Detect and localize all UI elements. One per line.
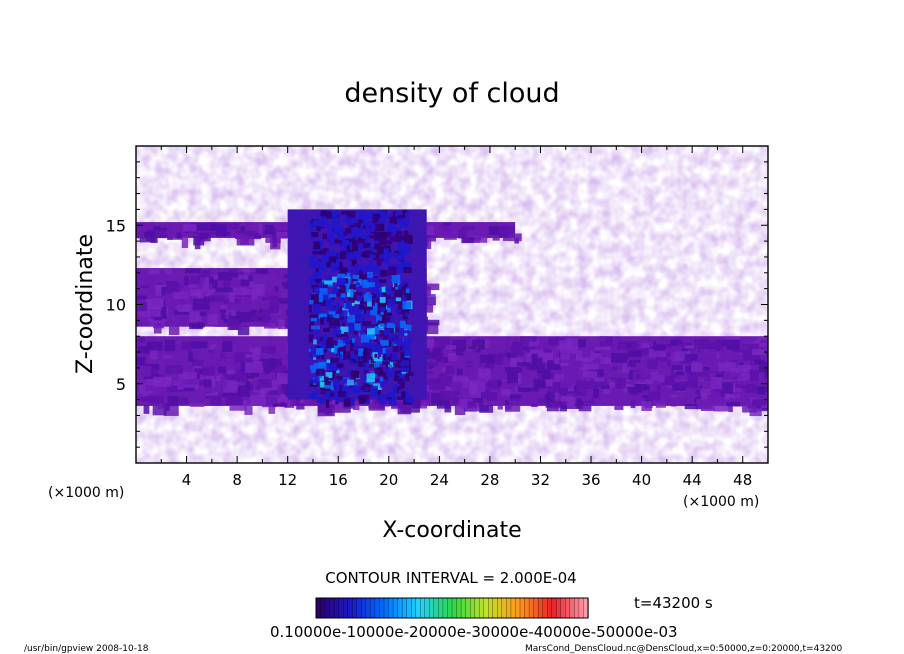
colorbar-swatch	[415, 597, 421, 619]
x-axis-label: X-coordinate	[382, 518, 521, 543]
colorbar-swatch	[320, 597, 326, 619]
plot-area	[136, 146, 768, 463]
colorbar-swatch	[442, 597, 449, 619]
colorbar-swatch	[401, 597, 408, 619]
chart-title: density of cloud	[344, 78, 559, 109]
x-tick-label: 48	[733, 471, 752, 489]
colorbar-swatch	[383, 597, 390, 619]
time-label: t=43200 s	[634, 594, 713, 612]
colorbar-swatch	[343, 597, 349, 619]
colorbar-swatch	[333, 597, 340, 619]
colorbar	[315, 597, 589, 619]
colorbar-swatch	[420, 597, 426, 619]
x-tick-label: 16	[329, 471, 348, 489]
x-unit-left: (×1000 m)	[48, 485, 124, 501]
colorbar-swatch	[497, 597, 503, 619]
contour-interval: CONTOUR INTERVAL = 2.000E-04	[325, 569, 576, 587]
colorbar-swatch	[560, 597, 566, 619]
colorbar-swatch	[460, 597, 467, 619]
colorbar-swatch	[574, 597, 580, 619]
colorbar-swatch	[528, 597, 535, 619]
colorbar-swatch	[479, 597, 485, 619]
colorbar-swatch	[556, 597, 562, 619]
x-tick-label: 4	[182, 471, 192, 489]
colorbar-swatch	[388, 597, 394, 619]
texture-overlay	[136, 146, 768, 463]
colorbar-swatch	[483, 597, 489, 619]
x-tick-label: 44	[683, 471, 702, 489]
x-tick-label: 40	[632, 471, 651, 489]
colorbar-swatch	[542, 597, 548, 619]
colorbar-swatch	[352, 597, 358, 619]
x-tick-label: 12	[278, 471, 297, 489]
colorbar-swatch	[370, 597, 376, 619]
colorbar-swatch	[356, 597, 362, 619]
y-tick-label: 15	[106, 216, 126, 235]
x-tick-label: 36	[581, 471, 600, 489]
colorbar-swatch	[315, 597, 322, 619]
x-tick-label: 8	[232, 471, 242, 489]
colorbar-swatch	[397, 597, 403, 619]
colorbar-swatch	[515, 597, 521, 619]
colorbar-swatch	[488, 597, 494, 619]
colorbar-swatch	[324, 597, 331, 619]
colorbar-swatch	[565, 597, 571, 619]
colorbar-swatch	[492, 597, 498, 619]
footer-right: MarsCond_DensCloud.nc@DensCloud,x=0:5000…	[525, 644, 842, 654]
colorbar-swatch	[338, 597, 344, 619]
colorbar-swatch	[374, 597, 381, 619]
colorbar-swatch	[456, 597, 462, 619]
colorbar-swatch	[411, 597, 417, 619]
colorbar-swatch	[524, 597, 530, 619]
colorbar-swatch	[406, 597, 412, 619]
x-unit-right: (×1000 m)	[683, 494, 759, 510]
colorbar-swatch	[465, 597, 471, 619]
colorbar-swatch	[506, 597, 512, 619]
x-tick-label: 32	[531, 471, 550, 489]
colorbar-swatch	[433, 597, 440, 619]
y-tick-label: 10	[106, 296, 126, 315]
colorbar-swatch	[578, 597, 585, 619]
colorbar-swatch	[429, 597, 435, 619]
colorbar-swatch	[329, 597, 335, 619]
colorbar-swatch	[551, 597, 557, 619]
colorbar-swatch	[361, 597, 367, 619]
colorbar-swatch	[519, 597, 526, 619]
y-axis-label: Z-coordinate	[73, 234, 98, 374]
colorbar-swatch	[451, 597, 458, 619]
x-tick-label: 24	[430, 471, 449, 489]
colorbar-swatch	[533, 597, 539, 619]
colorbar-swatch	[569, 597, 576, 619]
colorbar-swatch	[392, 597, 399, 619]
colorbar-swatch	[379, 597, 385, 619]
colorbar-swatch	[510, 597, 517, 619]
colorbar-swatch	[347, 597, 353, 619]
colorbar-swatch	[501, 597, 508, 619]
colorbar-swatch	[438, 597, 444, 619]
colorbar-swatch	[537, 597, 544, 619]
colorbar-swatch	[547, 597, 553, 619]
footer-left: /usr/bin/gpview 2008-10-18	[24, 644, 149, 654]
colorbar-swatch	[447, 597, 453, 619]
colorbar-swatch	[365, 597, 372, 619]
colorbar-swatch	[469, 597, 476, 619]
y-tick-label: 5	[116, 375, 126, 394]
x-tick-label: 28	[480, 471, 499, 489]
colorbar-swatch	[424, 597, 430, 619]
colorbar-tick-labels: 0.10000e-10000e-20000e-30000e-40000e-500…	[270, 623, 678, 641]
colorbar-swatch	[474, 597, 480, 619]
colorbar-frame	[315, 597, 589, 619]
x-tick-label: 20	[379, 471, 398, 489]
